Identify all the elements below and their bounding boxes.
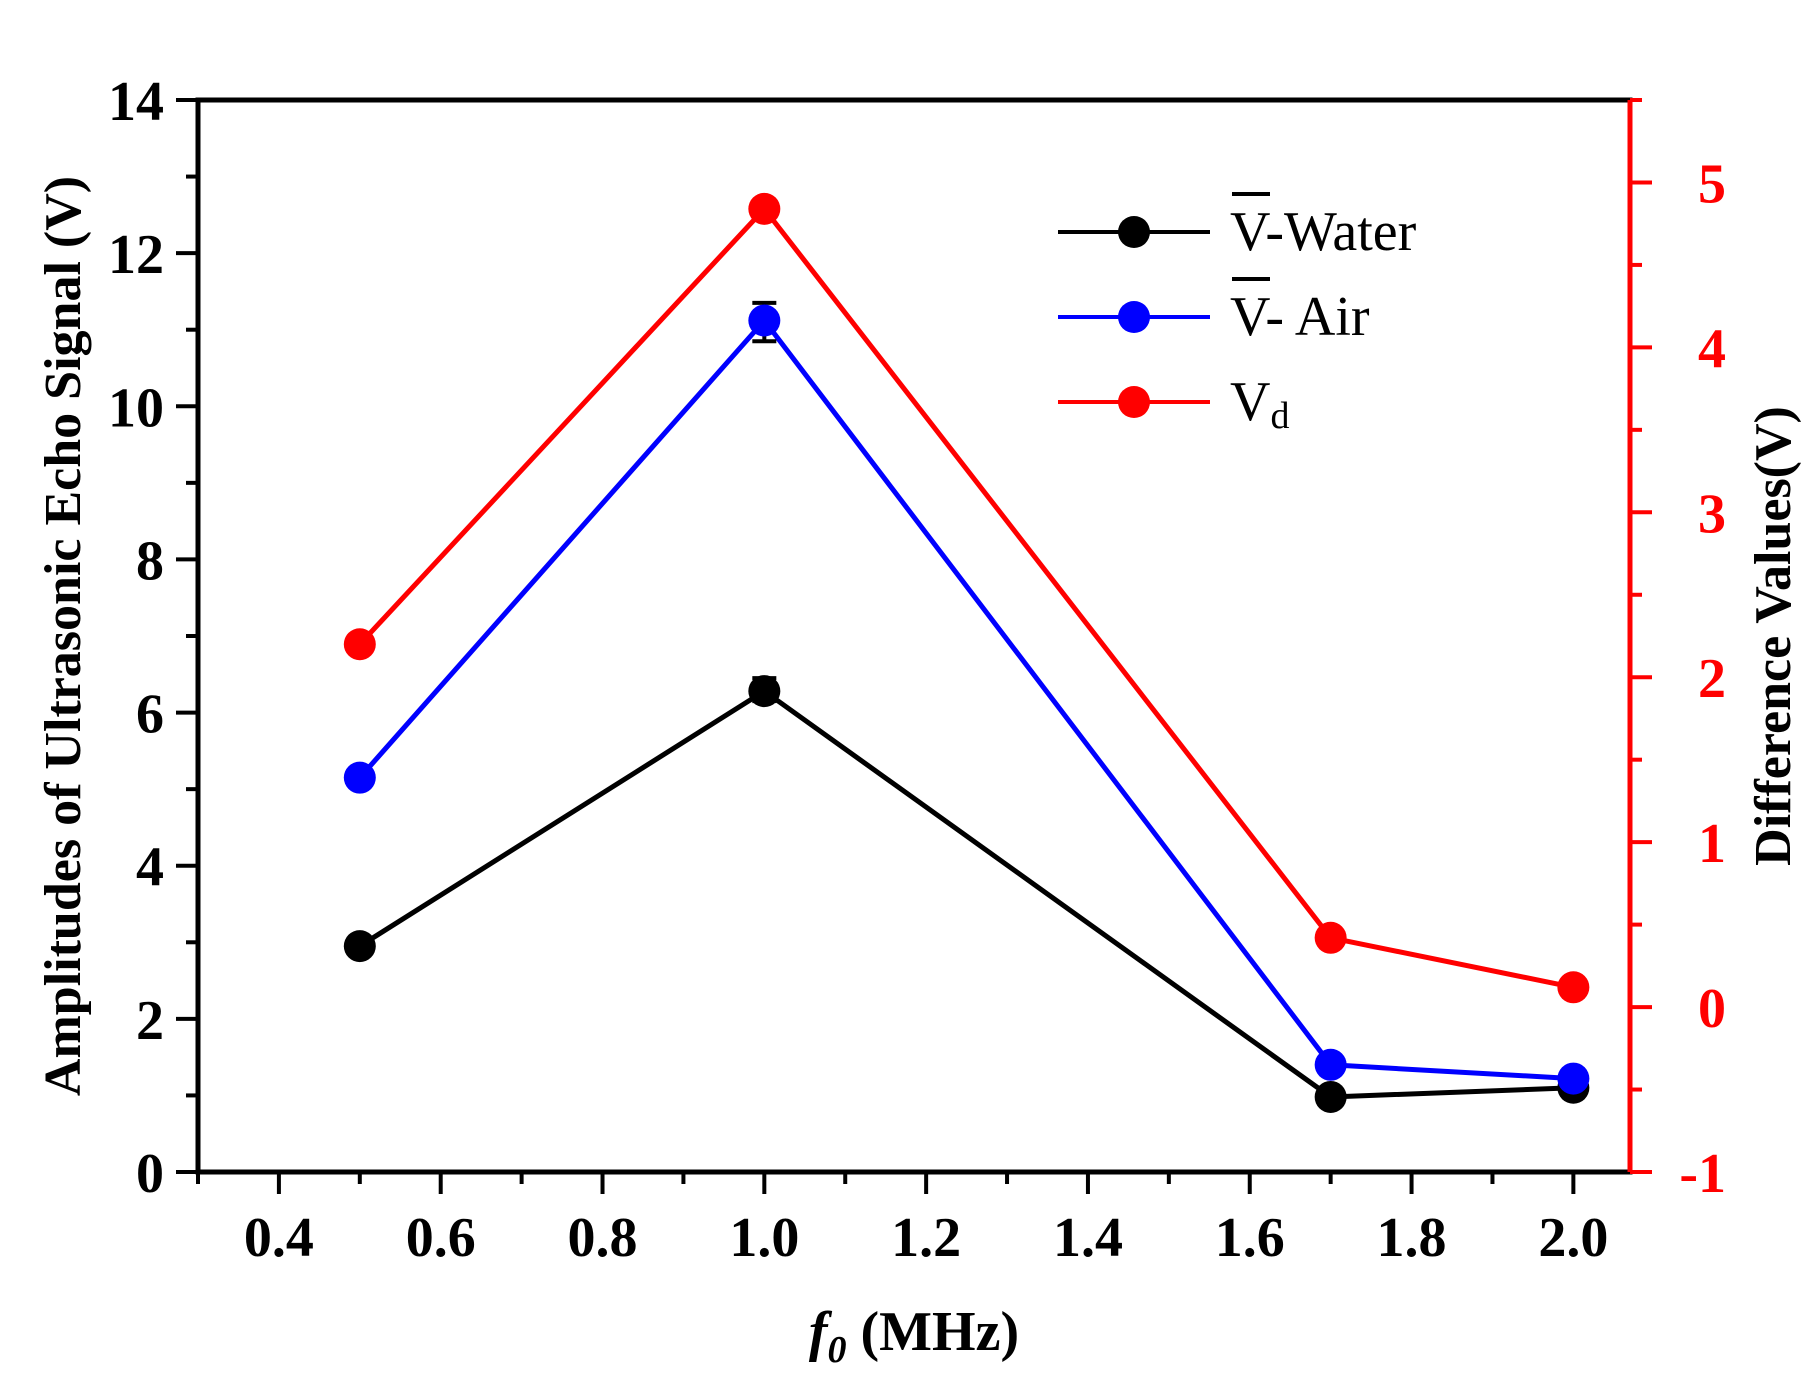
left-axis-ticks: 0 2 4 6 8 10 12 14 xyxy=(108,71,198,1205)
y-right-tick-label: 2 xyxy=(1698,648,1726,710)
x-tick-label: 1.4 xyxy=(1053,1207,1123,1269)
right-axis-ticks: -1 0 1 2 3 4 5 xyxy=(1630,98,1726,1205)
y-left-tick-label: 10 xyxy=(108,377,164,439)
y-left-tick-label: 4 xyxy=(136,837,164,899)
series-vd-point xyxy=(748,192,781,225)
y-right-tick-label: 0 xyxy=(1698,978,1726,1040)
left-axis-label: Amplitudes of Ultrasonic Echo Signal (V) xyxy=(35,176,92,1096)
y-right-tick-label: 4 xyxy=(1698,318,1726,380)
legend: V-Water V- Air Vd xyxy=(1058,192,1417,437)
x-axis-label-subscript: 0 xyxy=(828,1329,847,1371)
x-axis-ticks: 0.4 0.6 0.8 1.0 1.2 1.4 1.6 1.8 2.0 xyxy=(196,1172,1608,1269)
x-tick-label: 0.4 xyxy=(244,1207,314,1269)
series-water-line xyxy=(358,688,1574,1100)
right-axis-label: Difference Values(V) xyxy=(1745,406,1802,866)
y-right-tick-label: 5 xyxy=(1698,153,1726,215)
series-vd-point xyxy=(1557,971,1590,1004)
y-left-tick-label: 8 xyxy=(136,530,164,592)
legend-label-water: V-Water xyxy=(1230,201,1417,263)
series-air-point xyxy=(748,304,781,337)
series-water-point xyxy=(1314,1080,1347,1113)
series-air-point xyxy=(343,761,376,794)
series-air-point xyxy=(1557,1062,1590,1095)
series-layer xyxy=(343,192,1590,1113)
y-left-tick-label: 2 xyxy=(136,990,164,1052)
series-air-point xyxy=(1314,1048,1347,1081)
x-tick-label: 0.6 xyxy=(406,1207,476,1269)
y-left-tick-label: 12 xyxy=(108,224,164,286)
y-left-tick-label: 0 xyxy=(136,1143,164,1205)
x-axis-label-unit: (MHz) xyxy=(847,1301,1020,1363)
x-axis-label: f0 (MHz) xyxy=(809,1301,1019,1371)
y-right-tick-label: 1 xyxy=(1698,813,1726,875)
x-tick-label: 1.2 xyxy=(891,1207,961,1269)
legend-label-air: V- Air xyxy=(1230,286,1370,348)
x-tick-label: 1.6 xyxy=(1215,1207,1285,1269)
y-right-tick-label: 3 xyxy=(1698,483,1726,545)
legend-marker-water xyxy=(1118,216,1150,248)
x-tick-label: 2.0 xyxy=(1538,1207,1608,1269)
series-water-point xyxy=(748,675,781,708)
y-left-tick-label: 6 xyxy=(136,684,164,746)
legend-marker-air xyxy=(1118,301,1150,333)
series-vd-line xyxy=(357,206,1574,990)
series-vd-point xyxy=(343,628,376,661)
x-tick-label: 1.8 xyxy=(1377,1207,1447,1269)
series-air-line xyxy=(357,318,1574,1082)
legend-marker-vd xyxy=(1118,386,1150,418)
y-right-tick-label: -1 xyxy=(1679,1143,1726,1205)
legend-label-vd: Vd xyxy=(1230,371,1289,437)
x-tick-label: 0.8 xyxy=(568,1207,638,1269)
series-water-point xyxy=(343,930,376,963)
y-left-tick-label: 14 xyxy=(108,71,164,133)
series-vd-point xyxy=(1314,921,1347,954)
x-tick-label: 1.0 xyxy=(729,1207,799,1269)
